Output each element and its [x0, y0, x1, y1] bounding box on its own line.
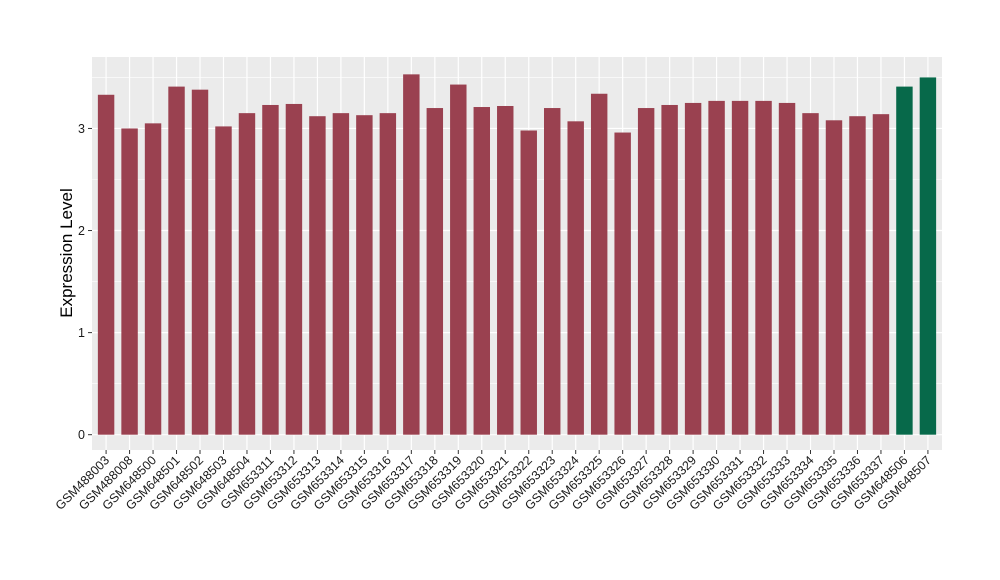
- bar: [661, 104, 678, 435]
- y-tick-label: 2: [78, 224, 85, 238]
- bar: [778, 102, 796, 435]
- panel-background: [92, 57, 942, 450]
- bar: [497, 105, 514, 435]
- bar: [168, 86, 185, 435]
- bar: [755, 100, 772, 435]
- bar: [285, 103, 303, 435]
- bar: [97, 94, 115, 435]
- y-tick-label: 1: [78, 326, 85, 340]
- bar: [590, 93, 608, 435]
- y-tick-label: 0: [78, 428, 85, 442]
- bar: [144, 123, 162, 435]
- bars: [97, 74, 937, 435]
- bar: [121, 128, 138, 435]
- y-tick-label: 3: [78, 122, 85, 136]
- bar: [614, 132, 631, 435]
- bar: [379, 113, 397, 435]
- x-axis: GSM488003GSM488008GSM648500GSM648501GSM6…: [53, 450, 934, 513]
- bar: [520, 130, 537, 435]
- bar: [473, 107, 490, 435]
- bar: [544, 108, 561, 435]
- bar: [403, 74, 420, 435]
- y-axis: 0 1 2 3: [78, 122, 92, 442]
- bar: [849, 116, 866, 435]
- bar: [731, 100, 749, 435]
- y-axis-title: Expression Level: [57, 188, 76, 317]
- bar: [356, 115, 373, 435]
- bar: [426, 108, 444, 435]
- bar: [191, 89, 209, 435]
- bar: [262, 104, 279, 435]
- bar: [919, 77, 937, 435]
- bar: [896, 86, 913, 435]
- bar: [450, 84, 467, 435]
- bar: [802, 113, 819, 435]
- bar: [684, 102, 702, 435]
- bar: [238, 113, 256, 435]
- bar: [309, 116, 326, 435]
- bar: [567, 121, 584, 435]
- bar: [708, 100, 725, 435]
- bar: [637, 108, 655, 435]
- bar: [215, 126, 232, 435]
- bar: [825, 120, 843, 435]
- bar: [872, 114, 890, 435]
- bar: [332, 113, 350, 435]
